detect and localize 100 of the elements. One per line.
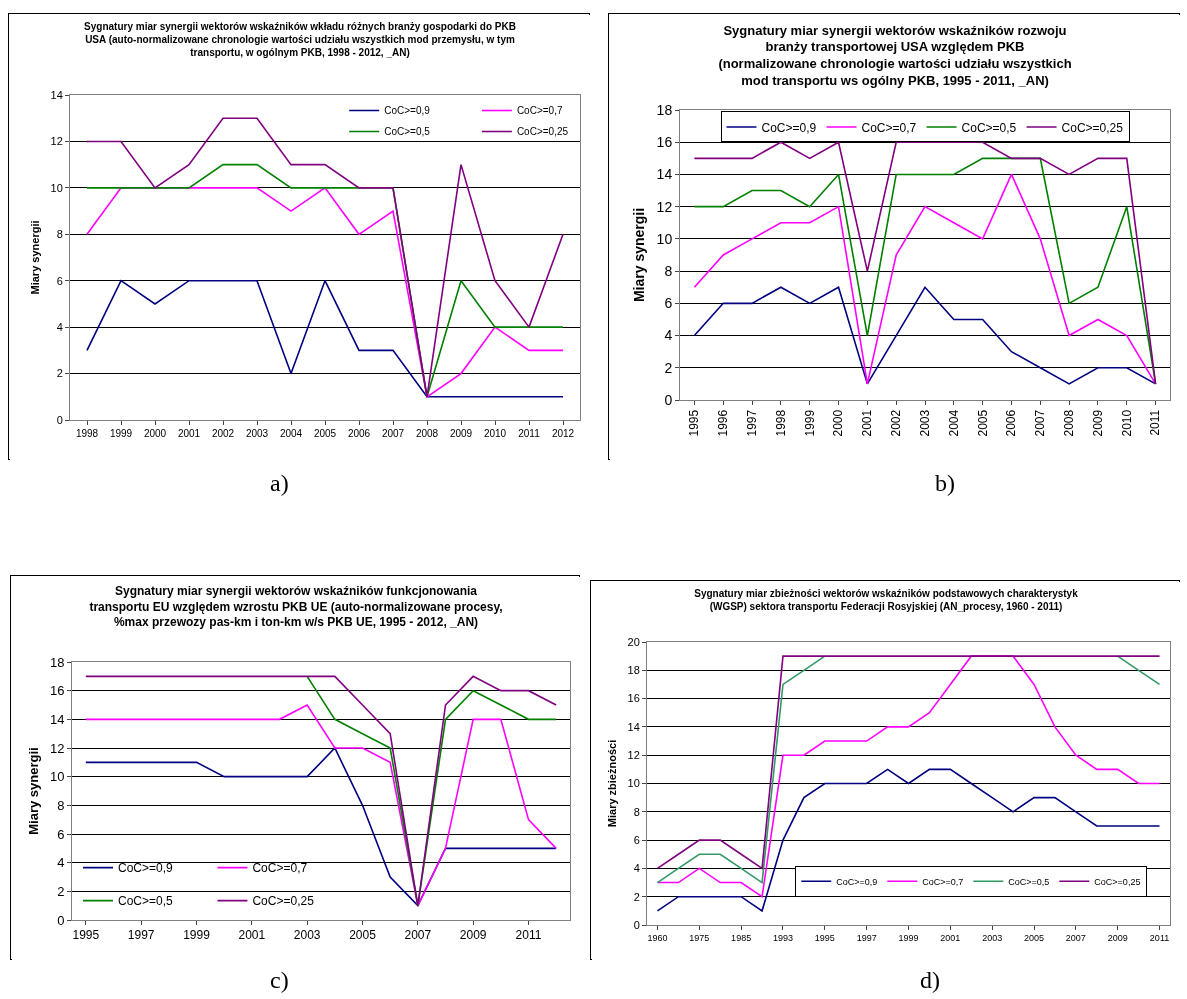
chart-title: Sygnatury miar zbieżności wektorów wskaźników podstawowych charakterystyk (WGSP) sektora transportu Federacji Rosyjskiej (AN_procesy, 1960 - 2011) [694, 588, 1079, 612]
y-tick-label: 14 [50, 88, 63, 101]
y-tick-label: 6 [664, 295, 673, 312]
x-tick-label: 2004 [946, 409, 961, 437]
x-tick-label: 1998 [75, 428, 99, 439]
x-tick-label: 2003 [245, 428, 269, 439]
x-tick-label: 2007 [381, 428, 405, 439]
legend-label: CoC>=0,5 [961, 120, 1017, 135]
legend-label: CoC>=0,7 [516, 105, 563, 117]
y-tick-label: 12 [50, 135, 63, 148]
legend-label: CoC>=0,9 [836, 876, 878, 887]
x-tick-label: 2001 [238, 928, 266, 943]
x-tick-label: 2000 [831, 409, 846, 437]
x-tick-label: 2009 [449, 428, 473, 439]
x-tick-label: 2006 [1004, 409, 1019, 437]
x-tick-label: 2009 [459, 928, 487, 943]
x-tick-label: 2003 [917, 409, 932, 437]
x-tick-label: 1999 [183, 928, 211, 943]
x-tick-label: 2011 [1148, 409, 1163, 436]
x-tick-label: 2011 [1149, 932, 1170, 943]
line-series [85, 747, 557, 907]
x-tick-label: 2004 [279, 428, 303, 439]
x-tick-label: 2007 [1033, 409, 1048, 437]
y-tick-label: 16 [49, 683, 65, 699]
y-tick-label: 20 [627, 635, 640, 648]
x-tick-label: 1960 [647, 932, 668, 943]
x-tick-label: 1999 [898, 932, 919, 943]
y-tick-label: 4 [57, 855, 65, 871]
y-tick-label: 0 [633, 918, 640, 931]
x-tick-label: 2011 [515, 928, 542, 943]
x-tick-label: 2007 [404, 928, 432, 943]
x-tick-label: 2002 [211, 428, 235, 439]
y-tick-label: 14 [656, 166, 673, 183]
y-tick-label: 8 [664, 263, 673, 280]
legend-label: CoC>=0,5 [117, 894, 174, 909]
y-tick-label: 18 [49, 654, 65, 670]
y-tick-label: 8 [633, 805, 640, 818]
x-tick-label: 1997 [856, 932, 877, 943]
x-tick-label: 2002 [889, 409, 904, 437]
y-axis-title: Miary zbieżności [606, 739, 619, 828]
x-tick-label: 1995 [814, 932, 835, 943]
x-tick-label: 2005 [313, 428, 337, 439]
x-tick-label: 1975 [689, 932, 710, 943]
x-tick-label: 2000 [143, 428, 167, 439]
x-tick-label: 2007 [1065, 932, 1086, 943]
x-tick-label: 2005 [1024, 932, 1045, 943]
x-tick-label: 1985 [731, 932, 752, 943]
y-tick-label: 2 [56, 367, 63, 380]
x-tick-label: 2012 [551, 428, 575, 439]
y-tick-label: 14 [627, 720, 640, 733]
x-tick-label: 2001 [940, 932, 961, 943]
x-tick-label: 2010 [1119, 409, 1134, 437]
y-tick-label: 2 [664, 359, 673, 376]
legend-label: CoC>=0,25 [252, 894, 315, 909]
legend-label: CoC>=0,9 [761, 120, 817, 135]
legend-label: CoC>=0,7 [861, 120, 917, 135]
x-tick-label: 2008 [1062, 409, 1077, 437]
y-tick-label: 8 [57, 797, 65, 813]
x-tick-label: 2009 [1090, 409, 1105, 437]
x-tick-label: 2001 [177, 428, 201, 439]
y-axis-title: Miary synergii [25, 747, 41, 835]
y-tick-label: 0 [664, 391, 673, 408]
y-tick-label: 10 [49, 769, 65, 785]
text: a) [270, 470, 289, 497]
x-tick-label: 1999 [802, 409, 817, 437]
legend-label: CoC>=0,5 [384, 126, 431, 138]
y-tick-label: 10 [50, 181, 63, 194]
x-tick-label: 2003 [982, 932, 1003, 943]
y-tick-label: 10 [627, 777, 640, 790]
y-tick-label: 6 [57, 826, 65, 842]
x-tick-label: 2010 [483, 428, 507, 439]
y-tick-label: 6 [633, 833, 640, 846]
x-tick-label: 2006 [347, 428, 371, 439]
text: d) [920, 967, 940, 994]
y-tick-label: 16 [627, 692, 640, 705]
x-tick-label: 2009 [1107, 932, 1128, 943]
x-tick-label: 1996 [716, 409, 731, 437]
legend-label: CoC>=0,7 [922, 876, 964, 887]
y-tick-label: 2 [633, 890, 640, 903]
line-series [86, 279, 564, 398]
chart-title: Sygnatury miar synergii wektorów wskaźników rozwoju branży transportowej USA względem PKB (normalizowane chronologie wartości udziału wszystkich mod transportu ws ogólny PKB, 1995 - 2011, _AN) [718, 22, 1072, 89]
text: c) [270, 967, 289, 994]
legend-label: CoC>=0,5 [1008, 876, 1050, 887]
y-tick-label: 14 [49, 711, 65, 727]
legend-label: CoC>=0,9 [384, 105, 431, 117]
y-tick-label: 6 [56, 274, 63, 287]
x-tick-label: 1998 [773, 409, 788, 437]
y-tick-label: 18 [656, 101, 673, 118]
y-tick-label: 10 [656, 230, 673, 247]
y-tick-label: 4 [633, 862, 640, 875]
y-tick-label: 8 [56, 228, 63, 241]
x-tick-label: 2005 [975, 409, 990, 437]
y-tick-label: 16 [656, 134, 673, 151]
y-tick-label: 4 [664, 327, 673, 344]
x-tick-label: 2008 [415, 428, 439, 439]
y-tick-label: 12 [627, 749, 640, 762]
x-tick-label: 1995 [687, 409, 702, 437]
chart-title: Sygnatury miar synergii wektorów wskaźników wkładu różnych branży gospodarki do PKB USA (auto-normalizowane chronologie wartości udziału wszystkich mod przemysłu, w tym transportu, w ogólnym PKB, 1998 - 2012, _AN) [84, 21, 516, 58]
x-tick-label: 2001 [860, 409, 875, 437]
y-tick-label: 18 [627, 664, 640, 677]
